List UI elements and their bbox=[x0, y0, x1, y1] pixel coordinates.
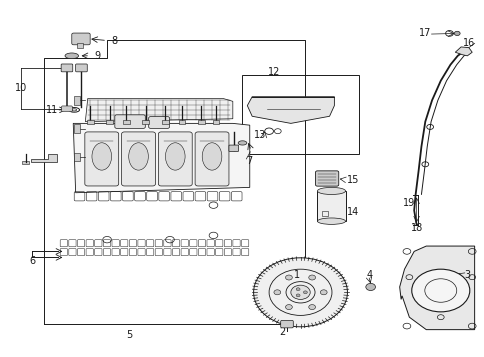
Ellipse shape bbox=[92, 143, 111, 170]
Bar bbox=[76, 42, 83, 47]
Text: 2: 2 bbox=[279, 327, 285, 337]
FancyBboxPatch shape bbox=[72, 33, 90, 45]
Bar bbox=[74, 125, 80, 133]
Circle shape bbox=[454, 31, 459, 36]
Circle shape bbox=[290, 285, 310, 300]
Bar bbox=[74, 153, 80, 161]
Bar bbox=[242, 75, 358, 154]
Text: 1: 1 bbox=[293, 270, 300, 280]
Circle shape bbox=[296, 294, 300, 297]
Circle shape bbox=[308, 305, 315, 310]
Text: 14: 14 bbox=[346, 207, 358, 217]
Circle shape bbox=[320, 290, 326, 295]
Bar bbox=[161, 120, 168, 125]
Text: 7: 7 bbox=[246, 156, 252, 166]
FancyBboxPatch shape bbox=[228, 145, 238, 151]
Circle shape bbox=[285, 275, 292, 280]
Circle shape bbox=[296, 288, 300, 291]
Text: 11: 11 bbox=[45, 105, 58, 115]
FancyBboxPatch shape bbox=[149, 117, 169, 129]
Polygon shape bbox=[399, 246, 474, 330]
FancyBboxPatch shape bbox=[76, 64, 87, 72]
Text: 8: 8 bbox=[111, 36, 117, 46]
Bar bbox=[322, 211, 327, 216]
FancyBboxPatch shape bbox=[121, 132, 155, 186]
Text: 19: 19 bbox=[403, 198, 415, 208]
Ellipse shape bbox=[165, 143, 185, 170]
Circle shape bbox=[308, 275, 315, 280]
Text: 13: 13 bbox=[253, 130, 265, 140]
Text: 4: 4 bbox=[365, 270, 372, 280]
Text: 5: 5 bbox=[125, 330, 132, 340]
Text: 12: 12 bbox=[267, 67, 280, 77]
Ellipse shape bbox=[317, 187, 345, 195]
Text: 10: 10 bbox=[15, 83, 28, 93]
Ellipse shape bbox=[238, 141, 246, 145]
Text: 18: 18 bbox=[410, 223, 423, 233]
Polygon shape bbox=[73, 124, 249, 193]
Ellipse shape bbox=[202, 143, 221, 170]
Text: 3: 3 bbox=[463, 270, 469, 280]
FancyBboxPatch shape bbox=[158, 132, 192, 186]
Ellipse shape bbox=[65, 53, 78, 59]
FancyBboxPatch shape bbox=[195, 132, 228, 186]
Bar bbox=[142, 120, 149, 125]
Text: 15: 15 bbox=[346, 175, 358, 185]
Bar bbox=[87, 120, 93, 125]
Ellipse shape bbox=[128, 143, 148, 170]
Polygon shape bbox=[454, 47, 471, 56]
Ellipse shape bbox=[317, 218, 345, 224]
Bar bbox=[212, 120, 219, 125]
Circle shape bbox=[253, 258, 347, 327]
FancyBboxPatch shape bbox=[61, 64, 73, 72]
Text: 6: 6 bbox=[29, 256, 35, 266]
Bar bbox=[123, 120, 130, 125]
Circle shape bbox=[285, 305, 292, 310]
FancyBboxPatch shape bbox=[280, 320, 293, 328]
Circle shape bbox=[273, 290, 280, 295]
Bar bbox=[106, 120, 113, 125]
FancyBboxPatch shape bbox=[85, 132, 119, 186]
FancyBboxPatch shape bbox=[61, 106, 72, 112]
Text: 16: 16 bbox=[462, 37, 475, 47]
Text: 9: 9 bbox=[94, 51, 100, 61]
Polygon shape bbox=[247, 97, 333, 124]
Bar bbox=[317, 191, 345, 221]
Bar bbox=[74, 96, 80, 105]
FancyBboxPatch shape bbox=[115, 115, 145, 129]
Circle shape bbox=[303, 291, 307, 294]
Bar bbox=[197, 120, 204, 125]
Circle shape bbox=[365, 283, 375, 291]
Polygon shape bbox=[85, 99, 232, 122]
FancyBboxPatch shape bbox=[315, 171, 338, 186]
Polygon shape bbox=[30, 154, 57, 162]
Bar bbox=[178, 120, 185, 125]
Bar bbox=[22, 161, 29, 164]
Circle shape bbox=[411, 269, 469, 312]
Text: 17: 17 bbox=[418, 29, 431, 39]
